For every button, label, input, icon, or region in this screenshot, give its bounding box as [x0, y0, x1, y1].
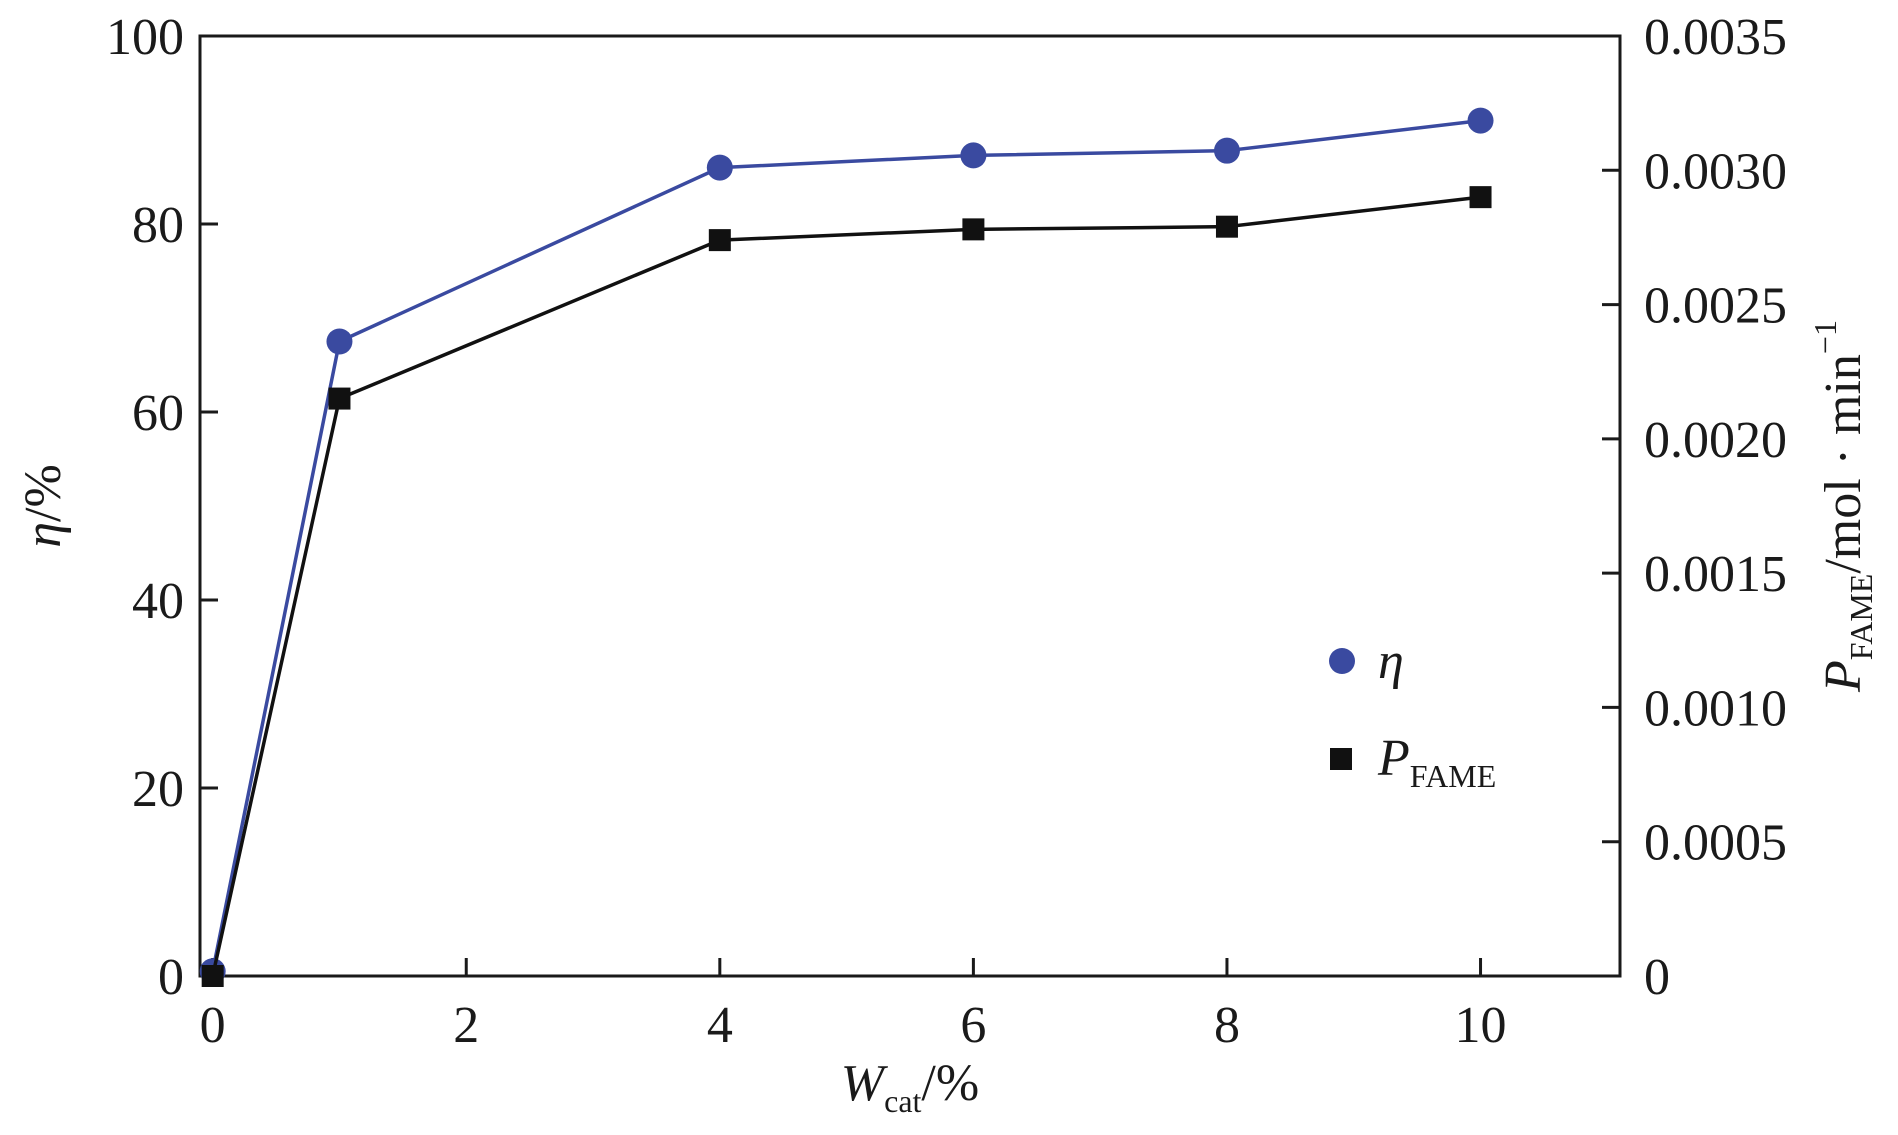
left-tick-label: 0	[158, 949, 184, 1006]
right-tick-label: 0.0010	[1644, 680, 1787, 737]
left-tick-label: 100	[106, 9, 184, 66]
point-pfame	[962, 218, 985, 241]
series-line-eta	[210, 118, 1481, 972]
left-axis-title-suffix: /%	[15, 464, 72, 522]
legend-label-pfame-subscript: FAME	[1410, 758, 1497, 794]
bottom-tick-label: 2	[453, 997, 479, 1054]
right-axis-title-superscript: −1	[1807, 320, 1843, 354]
x-axis-title-subscript: cat	[884, 1083, 921, 1119]
legend-label-eta-name: η	[1378, 633, 1404, 690]
point-pfame	[328, 387, 351, 410]
right-tick-label: 0.0015	[1644, 546, 1787, 603]
legend: η PFAME	[1329, 633, 1496, 794]
point-pfame	[708, 229, 731, 252]
right-tick-label: 0	[1644, 949, 1670, 1006]
bottom-tick-label: 10	[1455, 997, 1507, 1054]
x-axis-title: Wcat/%	[841, 1055, 979, 1119]
legend-label-pfame: PFAME	[1377, 730, 1496, 794]
point-pfame	[1469, 186, 1492, 209]
series-line-pfame	[210, 195, 1481, 977]
point-eta	[1213, 137, 1240, 164]
left-axis-title-symbol: η	[15, 522, 72, 548]
bottom-tick-label: 8	[1214, 997, 1240, 1054]
series-layer	[199, 107, 1494, 987]
right-axis-title: PFAME/mol · min−1	[1807, 320, 1879, 693]
bottom-axis: 0 2 4 6 8 10	[200, 958, 1507, 1054]
legend-label-pfame-name: P	[1377, 730, 1410, 787]
left-axis: 0 20 40 60 80 100	[106, 9, 218, 1006]
point-eta	[960, 142, 987, 169]
plot-frame	[198, 34, 1622, 978]
left-axis-title: η/%	[15, 464, 72, 548]
right-tick-label: 0.0025	[1644, 278, 1787, 335]
right-tick-label: 0.0035	[1644, 9, 1787, 66]
right-axis: 0 0.0005 0.0010 0.0015 0.0020 0.0025 0.0030 0.0…	[1602, 9, 1787, 1006]
point-eta	[326, 328, 353, 355]
bottom-tick-label: 0	[200, 997, 226, 1054]
left-tick-label: 60	[132, 385, 184, 442]
bottom-tick-label: 6	[960, 997, 986, 1054]
point-pfame	[1215, 215, 1238, 238]
right-axis-title-symbol: P	[1815, 660, 1872, 693]
bottom-tick-label: 4	[707, 997, 733, 1054]
left-tick-label: 20	[132, 761, 184, 818]
point-eta	[706, 154, 733, 181]
x-axis-title-suffix: /%	[921, 1055, 979, 1112]
legend-label-eta: η	[1378, 633, 1404, 690]
x-axis-title-symbol: W	[841, 1055, 889, 1112]
right-tick-label: 0.0030	[1644, 143, 1787, 200]
right-axis-title-suffix: /mol · min	[1815, 354, 1872, 574]
right-axis-title-subscript: FAME	[1843, 574, 1879, 661]
point-eta	[1467, 107, 1494, 134]
legend-marker-pfame	[1330, 748, 1352, 770]
left-tick-label: 40	[132, 573, 184, 630]
point-pfame	[201, 965, 224, 987]
right-tick-label: 0.0005	[1644, 815, 1787, 872]
right-tick-label: 0.0020	[1644, 412, 1787, 469]
legend-marker-eta	[1329, 648, 1355, 674]
left-tick-label: 80	[132, 197, 184, 254]
